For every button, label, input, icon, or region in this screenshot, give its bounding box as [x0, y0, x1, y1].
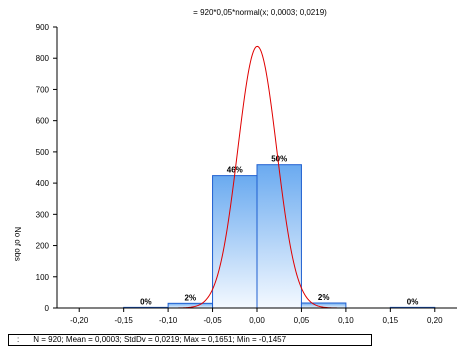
x-tick-label: 0,00 [249, 316, 265, 325]
histogram-chart: = 920*0,05*normal(x; 0,0003; 0,0219) No … [13, 8, 457, 325]
y-tick-label: 800 [36, 54, 50, 63]
bar-percent-label: 2% [318, 293, 330, 302]
y-tick-label: 500 [36, 148, 50, 157]
x-tick-label: 0,15 [383, 316, 399, 325]
y-tick-label: 400 [36, 179, 50, 188]
x-tick-label: -0,10 [159, 316, 178, 325]
y-tick-label: 0 [45, 304, 50, 313]
statistics-box: : N = 920; Mean = 0,0003; StdDv = 0,0219;… [8, 334, 372, 346]
y-tick-label: 300 [36, 210, 50, 219]
chart-title: = 920*0,05*normal(x; 0,0003; 0,0219) [193, 8, 327, 17]
y-tick-label: 100 [36, 273, 50, 282]
bar-percent-label: 2% [185, 293, 197, 302]
y-tick-label: 600 [36, 117, 50, 126]
histogram-bar [256, 164, 302, 309]
x-tick-label: 0,10 [338, 316, 354, 325]
y-tick-label: 700 [36, 85, 50, 94]
y-tick-label: 200 [36, 242, 50, 251]
bar-percent-label: 0% [407, 297, 419, 306]
x-tick-label: -0,05 [203, 316, 222, 325]
y-axis-label: No of obs [13, 227, 22, 261]
plot-area: 0% 2%46%50%2% 0%01002003004005006007008009… [36, 23, 457, 325]
x-tick-label: 0,20 [427, 316, 443, 325]
x-tick-label: 0,05 [294, 316, 310, 325]
histogram-bar [212, 175, 258, 309]
statistics-text: N = 920; Mean = 0,0003; StdDv = 0,0219; … [33, 335, 287, 344]
statistics-prefix: : [17, 335, 20, 344]
bar-percent-label: 0% [140, 297, 152, 306]
y-tick-label: 900 [36, 23, 50, 32]
x-tick-label: -0,15 [115, 316, 134, 325]
bar-percent-label: 50% [271, 155, 287, 164]
x-tick-label: -0,20 [70, 316, 89, 325]
